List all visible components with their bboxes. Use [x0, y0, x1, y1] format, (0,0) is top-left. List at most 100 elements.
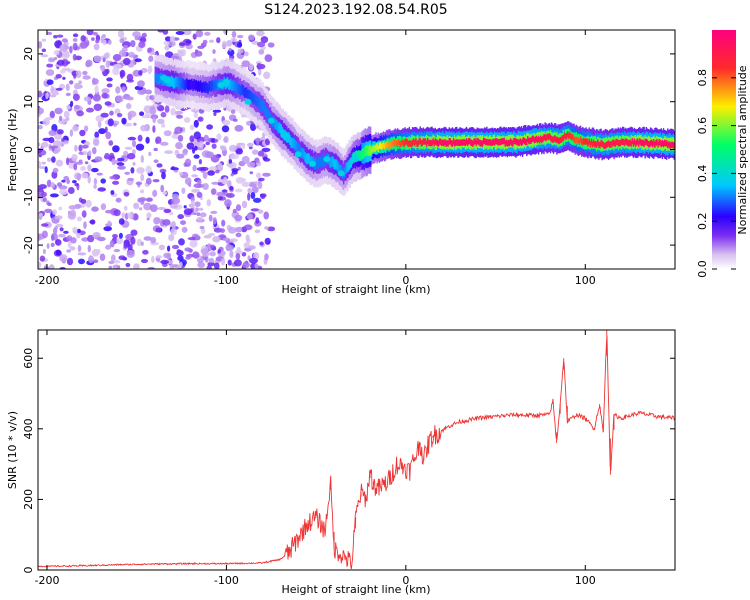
spectrogram-ridge-cell [177, 77, 179, 88]
spectrogram-noise-blob [110, 176, 116, 180]
spectrogram-noise-blob [182, 30, 192, 36]
spectrogram-noise-blob [212, 109, 222, 113]
spectrogram-noise-blob [156, 163, 163, 168]
spectrogram-noise-blob [237, 48, 244, 54]
spectrogram-ridge-cell [577, 136, 580, 144]
spectrogram-noise-blob [61, 38, 68, 43]
spectrogram-ridge-cell [293, 138, 295, 149]
spectrogram-ridge-cell [267, 110, 270, 121]
spectrogram-ridge-cell [571, 133, 573, 141]
spectrogram-noise-blob [241, 181, 251, 188]
spectrogram-noise-blob [39, 255, 46, 262]
spectrogram-noise-blob [92, 147, 97, 155]
spectrogram-noise-blob [51, 156, 56, 163]
spectrogram-noise-blob [247, 245, 256, 250]
spectrogram-ridge-cell [563, 132, 566, 139]
spectrogram-noise-blob [94, 85, 99, 94]
spectrogram-peak-blob [352, 156, 360, 163]
spectrogram-ridge-cell [242, 85, 245, 97]
spectrogram-ridge-cell [175, 76, 177, 87]
spectrogram-noise-blob [197, 261, 205, 268]
spectrogram-noise-blob [175, 142, 183, 150]
spectrogram-noise-blob [257, 150, 265, 157]
spectrogram-ridge-cell [252, 94, 254, 105]
spectrogram-ridge-cell [258, 97, 260, 108]
spectrogram-ridge-cell [669, 142, 671, 149]
spectrogram-ridge-cell [645, 138, 647, 145]
spectrogram-peak-blob [280, 132, 288, 139]
spectrogram-noise-blob [176, 249, 181, 254]
spectrogram-ridge-cell [260, 100, 262, 111]
spectrogram-noise-blob [256, 137, 260, 146]
spectrogram-noise-blob [192, 251, 200, 259]
spectrogram-ridge-cell [444, 139, 446, 146]
spectrogram-noise-blob [58, 233, 66, 238]
spectrogram-ridge-cell [419, 137, 421, 145]
spectrogram-ridge-cell [546, 133, 548, 140]
spectrogram-ridge-cell [427, 137, 429, 145]
spectrogram-ridge-cell [385, 141, 387, 149]
spectrogram-noise-blob [127, 244, 133, 251]
spectrogram-noise-blob [77, 252, 87, 256]
spectrogram-noise-blob [92, 232, 101, 239]
spectrogram-noise-blob [171, 244, 180, 250]
spectrogram-ridge-cell [196, 81, 198, 92]
spectrogram-ridge-cell [487, 139, 489, 146]
spectrogram-ridge-cell [448, 138, 450, 145]
spectrogram-noise-blob [72, 33, 79, 38]
spectrogram-ridge-cell [367, 145, 370, 157]
spectrogram-ridge-cell [230, 78, 232, 89]
spectrogram-noise-blob [212, 217, 217, 225]
spectrogram-noise-blob [208, 214, 213, 222]
spectrogram-noise-blob [105, 60, 110, 69]
spectrogram-noise-blob [126, 153, 136, 160]
spectrogram-noise-blob [38, 107, 44, 115]
spectrogram-ridge-cell [512, 140, 514, 147]
spectrogram-peak-blob [309, 160, 316, 167]
spectrogram-noise-blob [161, 123, 166, 128]
spectrogram-ridge-cell [172, 78, 175, 89]
spectrogram-ridge-cell [211, 79, 214, 91]
spectrogram-noise-blob [141, 258, 148, 264]
spectrogram-noise-blob [214, 262, 220, 269]
spectrogram-noise-blob [140, 124, 148, 132]
spectrogram-noise-blob [220, 257, 226, 266]
spectrogram-ridge-cell [347, 161, 349, 172]
spectrogram-noise-blob [112, 180, 120, 185]
spectrogram-peak-blob [217, 82, 225, 88]
spectrogram-noise-blob [38, 213, 43, 217]
spectrogram-noise-blob [131, 140, 137, 148]
spectrogram-noise-blob [211, 138, 216, 143]
spectrogram-ridge-cell [590, 138, 593, 146]
spectrogram-noise-blob [221, 40, 227, 49]
spectrogram-noise-blob [38, 41, 42, 49]
spectrogram-noise-blob [192, 164, 197, 172]
spectrogram-ridge-cell [504, 140, 506, 147]
spectrogram-ridge-cell [439, 138, 442, 145]
spectrogram-noise-blob [247, 142, 254, 148]
spectrogram-noise-blob [157, 105, 165, 112]
spectrogram-noise-blob [67, 187, 75, 194]
spectrogram-noise-blob [108, 260, 115, 265]
spectrogram-noise-blob [112, 234, 118, 239]
spectrogram-ridge-cell [629, 139, 631, 146]
spectrogram-ridge-cell [516, 138, 518, 146]
spectrogram-ridge-cell [473, 138, 475, 146]
spectrogram-noise-blob [145, 89, 152, 95]
spectrogram-noise-blob [123, 205, 128, 211]
spectrogram-ridge-cell [573, 136, 575, 143]
spectrogram-ridge-cell [305, 153, 307, 164]
spectrogram-ridge-cell [626, 139, 628, 146]
spectrogram-ridge-cell [171, 76, 174, 87]
spectrogram-ridge-cell [481, 140, 484, 147]
spectrogram-ridge-cell [170, 75, 173, 86]
spectrogram-noise-blob [257, 209, 264, 214]
spectrogram-ridge-cell [417, 140, 419, 147]
spectrogram-noise-blob [148, 151, 152, 157]
spectrogram-noise-blob [50, 242, 55, 247]
spectrogram-noise-blob [118, 232, 123, 239]
spectrogram-ridge-cell [194, 80, 196, 91]
spectrogram-noise-blob [176, 114, 184, 119]
spectrogram-ytick-label: 0 [22, 146, 35, 153]
spectrogram-ridge-cell [569, 131, 571, 138]
